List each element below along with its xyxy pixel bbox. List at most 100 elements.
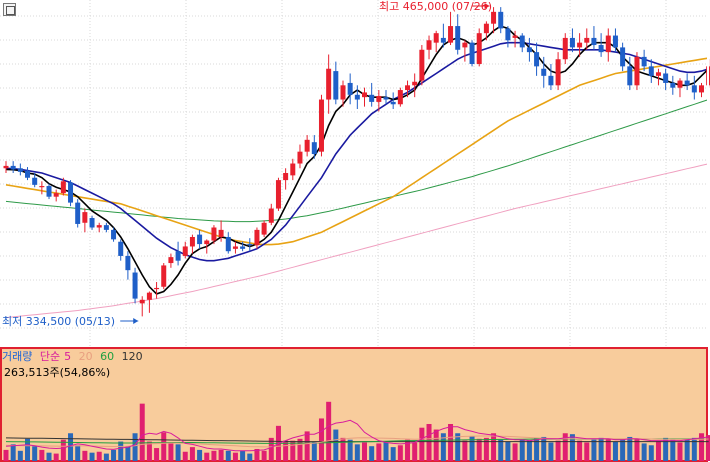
volume-bar bbox=[311, 441, 317, 461]
chart-toggle-button[interactable] bbox=[3, 3, 16, 16]
candle-body bbox=[326, 68, 332, 100]
volume-bar bbox=[211, 450, 217, 461]
volume-bar bbox=[412, 442, 418, 461]
volume-bar bbox=[448, 424, 454, 461]
volume-bar bbox=[326, 401, 332, 461]
high-arrow-head bbox=[484, 3, 490, 9]
candle-body bbox=[369, 94, 375, 102]
candle-body bbox=[605, 35, 611, 53]
low-price-annotation: 최저 334,500 (05/13) bbox=[2, 315, 116, 328]
candle-body bbox=[569, 37, 575, 48]
candle-body bbox=[333, 71, 339, 100]
candle-body bbox=[3, 165, 9, 169]
candle-body bbox=[655, 72, 661, 76]
candle-body bbox=[25, 170, 31, 178]
candle-body bbox=[648, 66, 654, 76]
volume-bar bbox=[462, 440, 468, 461]
volume-bar bbox=[333, 429, 339, 461]
candle-body bbox=[82, 212, 88, 223]
low-arrow-head bbox=[133, 318, 139, 324]
volume-bar bbox=[96, 451, 102, 461]
candle-body bbox=[68, 182, 74, 203]
volume-bar bbox=[512, 443, 518, 461]
volume-info: 263,513주(54,86%) bbox=[4, 366, 111, 379]
volume-bar bbox=[670, 439, 676, 461]
volume-bar bbox=[53, 453, 59, 461]
candle-body bbox=[125, 255, 131, 271]
volume-bar bbox=[89, 452, 95, 461]
candle-body bbox=[111, 229, 117, 240]
volume-bar bbox=[10, 444, 16, 461]
volume-bar bbox=[655, 440, 661, 461]
candle-body bbox=[340, 85, 346, 100]
candle-body bbox=[240, 246, 246, 249]
candle-body bbox=[161, 265, 167, 287]
volume-bar bbox=[290, 440, 296, 461]
volume-bar bbox=[698, 433, 704, 461]
candle-body bbox=[154, 287, 160, 290]
volume-bar bbox=[247, 453, 253, 461]
volume-bar bbox=[240, 450, 246, 461]
candle-body bbox=[526, 47, 532, 53]
volume-bar bbox=[189, 447, 195, 461]
ma60-line bbox=[5, 57, 709, 246]
candle-body bbox=[448, 26, 454, 43]
volume-bar bbox=[677, 442, 683, 461]
volume-bar bbox=[132, 433, 138, 461]
candle-body bbox=[505, 28, 511, 41]
volume-bar bbox=[75, 445, 81, 461]
volume-bar bbox=[605, 438, 611, 461]
volume-bar bbox=[376, 443, 382, 461]
candle-body bbox=[584, 37, 590, 43]
volume-bar bbox=[426, 424, 432, 461]
candle-body bbox=[197, 234, 203, 245]
volume-bar bbox=[519, 439, 525, 461]
volume-bar bbox=[562, 433, 568, 461]
volume-bar bbox=[505, 441, 511, 461]
volume-bar bbox=[390, 447, 396, 461]
candle-body bbox=[60, 181, 66, 194]
candle-body bbox=[670, 82, 676, 88]
volume-bar bbox=[405, 439, 411, 461]
candle-body bbox=[440, 37, 446, 43]
candle-body bbox=[698, 85, 704, 93]
volume-bar bbox=[268, 437, 274, 461]
volume-bar bbox=[498, 439, 504, 461]
volume-bar bbox=[548, 442, 554, 461]
candle-body bbox=[204, 240, 210, 245]
candle-body bbox=[168, 257, 174, 264]
volume-bar bbox=[433, 429, 439, 461]
volume-bar bbox=[627, 436, 633, 461]
candle-body bbox=[620, 47, 626, 67]
candle-body bbox=[541, 68, 547, 76]
candle-body bbox=[283, 173, 289, 181]
candle-body bbox=[39, 186, 45, 188]
legend-volume: 거래량 bbox=[2, 350, 33, 363]
volume-bar bbox=[684, 439, 690, 461]
volume-bar bbox=[663, 437, 669, 461]
candle-body bbox=[455, 26, 461, 50]
candle-body bbox=[232, 246, 238, 249]
candle-body bbox=[641, 56, 647, 67]
candle-body bbox=[476, 33, 482, 64]
candle-body bbox=[354, 94, 360, 100]
volume-bar bbox=[476, 438, 482, 461]
volume-bar bbox=[354, 444, 360, 461]
candle-body bbox=[691, 85, 697, 93]
volume-bar bbox=[397, 445, 403, 461]
volume-bar bbox=[146, 441, 152, 461]
candle-body bbox=[75, 202, 81, 224]
volume-bar bbox=[118, 441, 124, 461]
candle-body bbox=[376, 95, 382, 102]
volume-bar bbox=[440, 433, 446, 461]
vma5-line bbox=[5, 419, 709, 452]
candle-body bbox=[275, 180, 281, 209]
candle-body bbox=[218, 229, 224, 237]
volume-bar bbox=[691, 437, 697, 461]
candle-body bbox=[347, 82, 353, 95]
volume-bar bbox=[32, 446, 38, 461]
volume-bar bbox=[634, 438, 640, 461]
candle-body bbox=[684, 80, 690, 86]
candle-body bbox=[261, 222, 267, 235]
